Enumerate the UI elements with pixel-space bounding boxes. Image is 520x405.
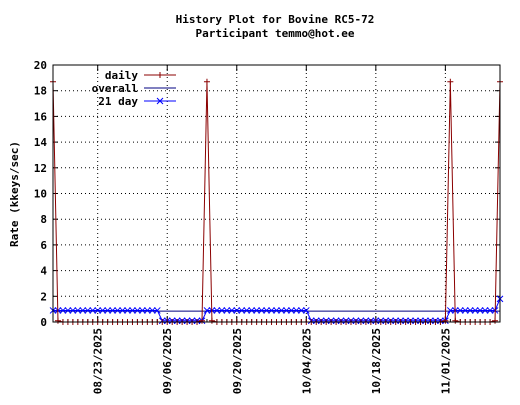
y-tick-layer: 0 2 4 6 8 10 12 14 16 18 20 [34, 59, 500, 329]
x-tick-label: 10/18/2025 [370, 328, 383, 394]
data-point-21-day [238, 307, 246, 314]
data-point-21-day [74, 307, 82, 314]
data-point-21-day [203, 307, 211, 314]
data-point-21-day [148, 307, 156, 314]
data-point-21-day [153, 307, 161, 314]
data-point-daily [203, 78, 210, 85]
x-tick-label: 10/04/2025 [300, 328, 313, 394]
data-point-daily [452, 317, 459, 324]
plot-frame [52, 64, 501, 323]
data-point-21-day [144, 307, 151, 314]
y-tick-label: 14 [34, 136, 48, 149]
data-point-21-day [263, 307, 270, 314]
legend-marker-21-day [156, 97, 164, 105]
data-point-21-day [134, 307, 141, 314]
data-point-21-day [476, 307, 484, 314]
series-layer [49, 78, 504, 325]
data-point-21-day [69, 307, 77, 314]
data-point-21-day [283, 307, 290, 314]
data-point-21-day [104, 307, 111, 314]
data-point-daily [492, 317, 499, 324]
x-tick-label: 08/23/2025 [92, 328, 105, 394]
data-point-21-day [213, 307, 221, 314]
data-point-21-day [273, 307, 280, 314]
x-tick-label: 09/20/2025 [231, 328, 244, 394]
data-point-21-day [466, 307, 474, 314]
y-tick-label: 6 [40, 239, 47, 252]
data-point-21-day [481, 307, 489, 314]
y-tick-label: 10 [34, 188, 47, 201]
y-tick-label: 12 [34, 162, 47, 175]
legend-label-overall: overall [92, 82, 138, 95]
data-point-21-day [64, 307, 72, 314]
y-tick-label: 20 [34, 59, 47, 72]
data-point-daily [442, 317, 449, 324]
data-point-21-day [446, 307, 454, 314]
data-point-21-day [268, 307, 275, 314]
data-point-21-day [456, 307, 464, 314]
data-point-21-day [218, 307, 226, 314]
series-line-daily [52, 81, 501, 323]
data-point-21-day [59, 307, 67, 314]
data-point-21-day [84, 307, 92, 314]
data-point-21-day [99, 307, 107, 314]
legend-label-daily: daily [105, 69, 138, 82]
data-point-daily [54, 317, 61, 324]
data-point-21-day [278, 307, 285, 314]
y-axis-label: Rate (kkeys/sec) [8, 141, 21, 247]
data-point-21-day [114, 307, 121, 314]
data-point-21-day [119, 307, 126, 314]
data-point-21-day [228, 307, 236, 314]
data-point-21-day [109, 307, 116, 314]
data-point-21-day [258, 307, 265, 314]
data-point-daily [199, 317, 205, 324]
x-tick-label: 11/01/2025 [439, 328, 452, 394]
grid-layer [53, 65, 500, 322]
data-point-21-day [248, 307, 256, 314]
data-point-21-day [129, 307, 136, 314]
y-tick-label: 16 [34, 110, 48, 123]
data-point-daily [447, 78, 454, 85]
chart-subtitle: Participant temmo@hot.ee [196, 27, 355, 40]
data-point-daily [208, 317, 215, 324]
data-point-21-day [486, 307, 494, 314]
data-point-21-day [89, 307, 97, 314]
y-tick-label: 2 [40, 290, 47, 303]
data-point-21-day [297, 307, 305, 314]
chart-title: History Plot for Bovine RC5-72 [176, 13, 375, 26]
y-tick-label: 0 [40, 316, 47, 329]
data-point-21-day [471, 307, 479, 314]
data-point-21-day [94, 307, 102, 314]
x-tick-layer: 08/23/2025 09/06/2025 09/20/2025 10/04/2025… [52, 65, 501, 394]
x-tick-label: 09/06/2025 [161, 328, 174, 394]
data-point-21-day [461, 307, 469, 314]
data-point-21-day [79, 307, 87, 314]
data-point-21-day [288, 307, 295, 314]
y-tick-label: 8 [40, 213, 47, 226]
data-point-21-day [302, 307, 310, 314]
data-point-21-day [243, 307, 251, 314]
y-tick-label: 18 [34, 85, 47, 98]
data-point-21-day [253, 307, 260, 314]
legend-label-21-day: 21 day [98, 95, 138, 108]
data-point-21-day [223, 307, 231, 314]
data-point-21-day [233, 307, 241, 314]
data-point-21-day [139, 307, 146, 314]
data-point-21-day [293, 307, 300, 314]
data-point-21-day [124, 307, 131, 314]
y-tick-label: 4 [40, 265, 47, 278]
legend-marker-daily [157, 72, 163, 78]
